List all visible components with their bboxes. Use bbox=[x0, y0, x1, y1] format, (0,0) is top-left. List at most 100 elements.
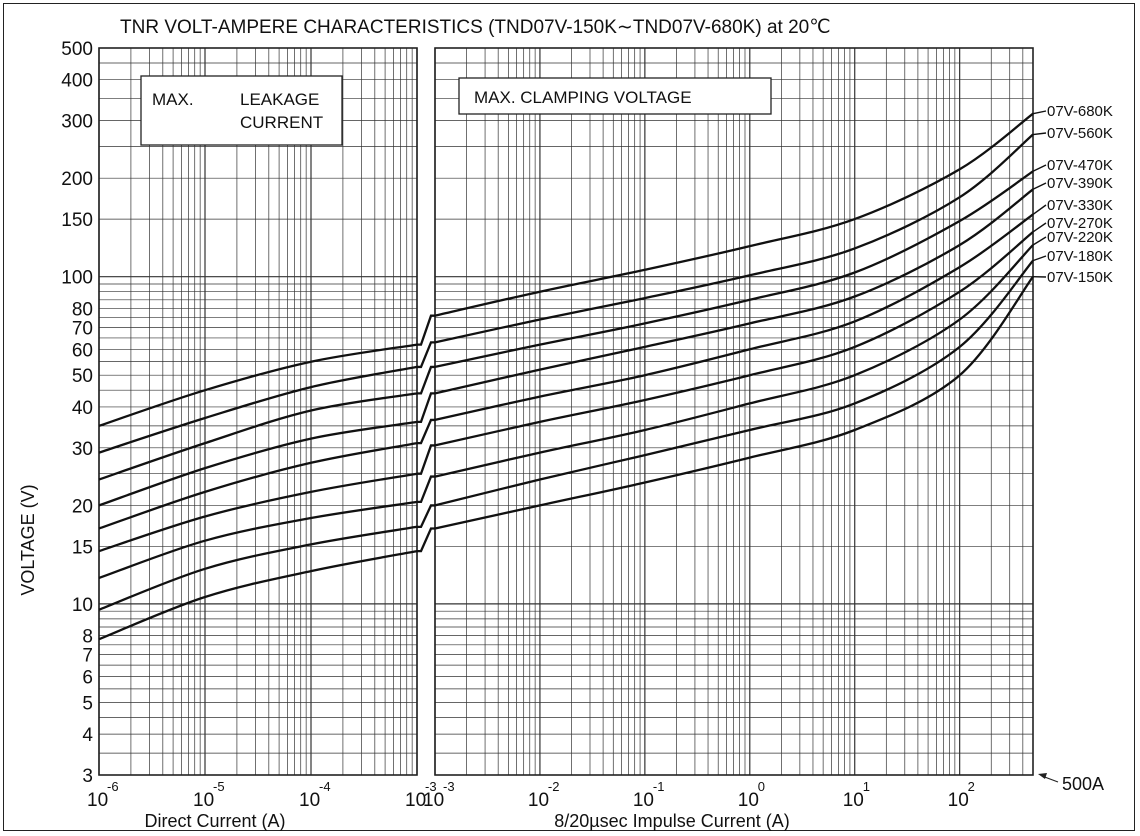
clamping-box bbox=[458, 77, 772, 115]
series-curve-leakage bbox=[98, 549, 418, 641]
x-tick-label: 10 bbox=[423, 790, 444, 811]
plot-border bbox=[434, 47, 1034, 776]
y-tick-label: 50 bbox=[72, 366, 93, 387]
series-curve-connector bbox=[417, 365, 435, 395]
leakage-box bbox=[140, 75, 343, 146]
x-tick-label: 10 bbox=[405, 790, 426, 811]
series-label: 07V-390K bbox=[1047, 175, 1113, 192]
series-curve-connector bbox=[417, 527, 435, 553]
series-curve-connector bbox=[417, 341, 435, 369]
series-curve-leakage bbox=[98, 472, 418, 553]
y-tick-label: 5 bbox=[82, 693, 93, 714]
x-tick-label: 10 bbox=[948, 790, 969, 811]
x-tick-label: 10 bbox=[738, 790, 759, 811]
x-tick-exponent: -3 bbox=[425, 779, 437, 794]
series-label-leader bbox=[1032, 222, 1047, 233]
series-curve-clamping bbox=[434, 276, 1034, 530]
series-curve-leakage bbox=[98, 500, 418, 580]
series-label-leader bbox=[1032, 164, 1047, 172]
x-tick-exponent: -6 bbox=[107, 779, 119, 794]
series-curve-clamping bbox=[434, 188, 1034, 395]
y-tick-label: 40 bbox=[72, 398, 93, 419]
series-curve-connector bbox=[417, 392, 435, 424]
series-curve-clamping bbox=[434, 170, 1034, 369]
series-curve-leakage bbox=[98, 420, 418, 507]
series-label-leader bbox=[1032, 255, 1047, 262]
series-label: 07V-220K bbox=[1047, 229, 1113, 246]
y-tick-label: 15 bbox=[72, 537, 93, 558]
leakage-box-label-2: LEAKAGE bbox=[240, 90, 319, 109]
x-tick-exponent: -4 bbox=[319, 779, 331, 794]
y-tick-label: 300 bbox=[61, 112, 93, 133]
x-tick-exponent: 1 bbox=[863, 779, 870, 794]
y-tick-label: 500 bbox=[61, 39, 93, 60]
series-label-leader bbox=[1032, 110, 1047, 115]
series-curve-clamping bbox=[434, 259, 1034, 507]
x-tick-label: 10 bbox=[528, 790, 549, 811]
y-tick-label: 100 bbox=[61, 268, 93, 289]
series-curve-connector bbox=[417, 504, 435, 528]
x-tick-exponent: -3 bbox=[443, 779, 455, 794]
series-label: 07V-560K bbox=[1047, 125, 1113, 142]
series-curve-connector bbox=[417, 418, 435, 445]
series-curve-clamping bbox=[434, 133, 1034, 344]
y-tick-label: 150 bbox=[61, 210, 93, 231]
y-tick-label: 4 bbox=[82, 725, 93, 746]
x-tick-label: 10 bbox=[633, 790, 654, 811]
series-curve-clamping bbox=[434, 213, 1034, 422]
series-label-leader bbox=[1032, 182, 1047, 190]
x-tick-exponent: 2 bbox=[968, 779, 975, 794]
series-label-leader bbox=[1032, 132, 1047, 136]
series-curve-connector bbox=[417, 475, 435, 504]
x-axis-label-right: 8/20µsec Impulse Current (A) bbox=[554, 811, 789, 831]
x-tick-exponent: 0 bbox=[758, 779, 765, 794]
series-curve-connector bbox=[417, 314, 435, 346]
y-tick-label: 7 bbox=[82, 646, 93, 667]
y-tick-label: 10 bbox=[72, 595, 93, 616]
y-tick-label: 8 bbox=[82, 627, 93, 648]
x-tick-label: 10 bbox=[299, 790, 320, 811]
series-curve-leakage bbox=[98, 441, 418, 530]
series-curve-clamping bbox=[434, 231, 1034, 447]
x-tick-exponent: -1 bbox=[653, 779, 665, 794]
x-axis-label-left: Direct Current (A) bbox=[144, 811, 285, 831]
series-curve-leakage bbox=[98, 392, 418, 481]
y-tick-label: 20 bbox=[72, 496, 93, 517]
series-curve-leakage bbox=[98, 525, 418, 611]
tick-labels: 3456781015203040506070801001502003004005… bbox=[61, 39, 975, 811]
chart-title: TNR VOLT-AMPERE CHARACTERISTICS (TND07V-… bbox=[120, 17, 831, 38]
x-tick-exponent: -5 bbox=[213, 779, 225, 794]
series-label: 07V-470K bbox=[1047, 157, 1113, 174]
series-curves bbox=[98, 112, 1034, 641]
end-marker-label: 500A bbox=[1062, 774, 1104, 794]
y-tick-label: 6 bbox=[82, 668, 93, 689]
panel-boxes: MAX. LEAKAGE CURRENT MAX. CLAMPING VOLTA… bbox=[140, 75, 772, 146]
y-tick-label: 3 bbox=[82, 766, 93, 787]
end-marker-arrow-icon bbox=[1038, 773, 1047, 779]
series-label: 07V-150K bbox=[1047, 269, 1113, 286]
x-tick-label: 10 bbox=[193, 790, 214, 811]
x-tick-label: 10 bbox=[843, 790, 864, 811]
y-tick-label: 80 bbox=[72, 299, 93, 320]
series-curve-leakage bbox=[98, 343, 418, 427]
y-tick-label: 400 bbox=[61, 71, 93, 92]
end-marker: 500A bbox=[1038, 773, 1104, 794]
grid-lines bbox=[98, 47, 1034, 776]
series-label: 07V-330K bbox=[1047, 197, 1113, 214]
series-label: 07V-680K bbox=[1047, 103, 1113, 120]
leakage-box-label-3: CURRENT bbox=[240, 113, 323, 132]
series-label: 07V-270K bbox=[1047, 215, 1113, 232]
series-curve-leakage bbox=[98, 365, 418, 454]
plot-border bbox=[98, 47, 418, 776]
series-curve-clamping bbox=[434, 112, 1034, 317]
clamping-box-label: MAX. CLAMPING VOLTAGE bbox=[474, 88, 692, 107]
y-tick-label: 60 bbox=[72, 340, 93, 361]
y-axis-label: VOLTAGE (V) bbox=[18, 484, 38, 595]
leakage-box-label-1: MAX. bbox=[152, 90, 194, 109]
series-label-leader bbox=[1032, 236, 1047, 246]
y-tick-label: 70 bbox=[72, 318, 93, 339]
series-labels: 07V-150K 07V-180K 07V-220K07V-270K07V-330K… bbox=[1032, 103, 1113, 286]
x-tick-exponent: -2 bbox=[548, 779, 560, 794]
series-curve-clamping bbox=[434, 244, 1034, 478]
